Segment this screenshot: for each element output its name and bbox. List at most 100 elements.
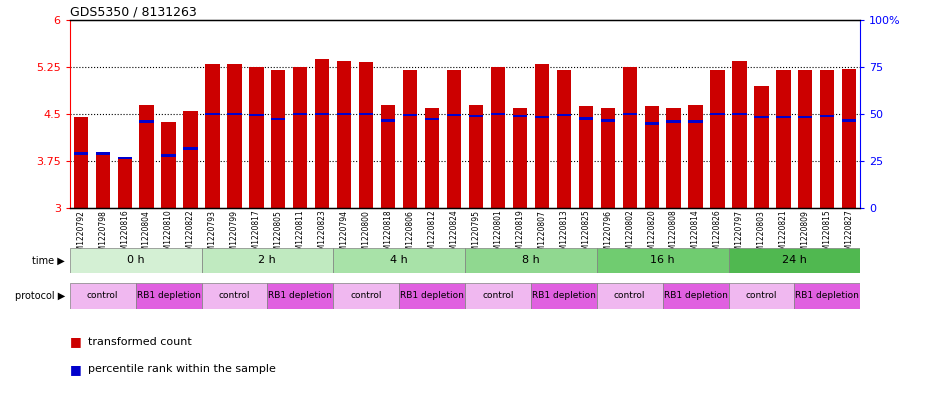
Bar [96,155,110,208]
Bar [425,108,439,208]
Bar [425,118,439,120]
Bar [399,283,465,309]
Bar [183,111,198,208]
Text: RB1 depletion: RB1 depletion [400,291,464,300]
Bar [667,108,681,208]
Text: ■: ■ [70,363,82,376]
Bar [535,64,549,208]
Text: control: control [351,291,382,300]
Text: RB1 depletion: RB1 depletion [532,291,596,300]
Bar [315,113,329,115]
Bar [73,117,87,208]
Bar [140,105,153,208]
Bar [249,114,263,116]
Bar [381,119,395,121]
Bar [447,114,461,116]
Bar [597,283,662,309]
Text: protocol ▶: protocol ▶ [15,291,65,301]
Bar [754,116,768,118]
Bar [293,113,308,115]
Bar [557,114,571,116]
Bar [798,70,813,208]
Bar [249,67,263,208]
Bar [531,283,597,309]
Text: control: control [86,291,118,300]
Bar [465,248,597,273]
Bar [728,283,794,309]
Bar [272,118,286,120]
Bar [337,61,352,208]
Bar [293,67,308,208]
Bar [206,64,219,208]
Bar [578,117,593,119]
Bar [70,248,202,273]
Bar [315,59,329,208]
Bar [227,64,242,208]
Text: control: control [219,291,250,300]
Bar [512,115,527,117]
Bar [381,105,395,208]
Text: RB1 depletion: RB1 depletion [664,291,727,300]
Bar [512,108,527,208]
Text: RB1 depletion: RB1 depletion [137,291,201,300]
Bar [96,152,110,155]
Bar [728,248,860,273]
Bar [272,70,286,208]
Bar [491,113,505,115]
Bar [333,248,465,273]
Bar [711,70,724,208]
Bar [359,62,373,208]
Bar [140,120,153,123]
Text: 2 h: 2 h [259,255,276,265]
Bar [117,157,132,159]
Text: 0 h: 0 h [126,255,144,265]
Bar [202,248,333,273]
Text: control: control [482,291,513,300]
Bar [688,120,703,123]
Text: control: control [746,291,777,300]
Bar [601,119,615,121]
Bar [667,120,681,123]
Bar [557,70,571,208]
Bar [162,154,176,157]
Bar [798,116,813,118]
Bar [754,86,768,208]
Bar [333,283,399,309]
Bar [469,105,483,208]
Bar [267,283,333,309]
Bar [73,152,87,155]
Text: percentile rank within the sample: percentile rank within the sample [88,364,276,375]
Bar [662,283,728,309]
Text: ■: ■ [70,335,82,349]
Bar [337,113,352,115]
Bar [794,283,860,309]
Bar [820,115,834,117]
Bar [206,113,219,115]
Text: transformed count: transformed count [88,337,193,347]
Bar [777,116,790,118]
Text: 24 h: 24 h [782,255,807,265]
Bar [227,113,242,115]
Bar [183,147,198,150]
Bar [578,107,593,208]
Text: 4 h: 4 h [391,255,408,265]
Bar [359,113,373,115]
Text: GDS5350 / 8131263: GDS5350 / 8131263 [70,6,196,18]
Bar [644,122,658,125]
Bar [732,61,747,208]
Text: RB1 depletion: RB1 depletion [795,291,859,300]
Bar [843,119,857,121]
Bar [70,283,136,309]
Bar [777,70,790,208]
Bar [820,70,834,208]
Bar [535,116,549,118]
Bar [403,70,418,208]
Bar [447,70,461,208]
Bar [403,114,418,116]
Bar [843,69,857,208]
Text: time ▶: time ▶ [33,255,65,265]
Bar [601,108,615,208]
Bar [688,105,703,208]
Bar [491,67,505,208]
Bar [644,106,658,208]
